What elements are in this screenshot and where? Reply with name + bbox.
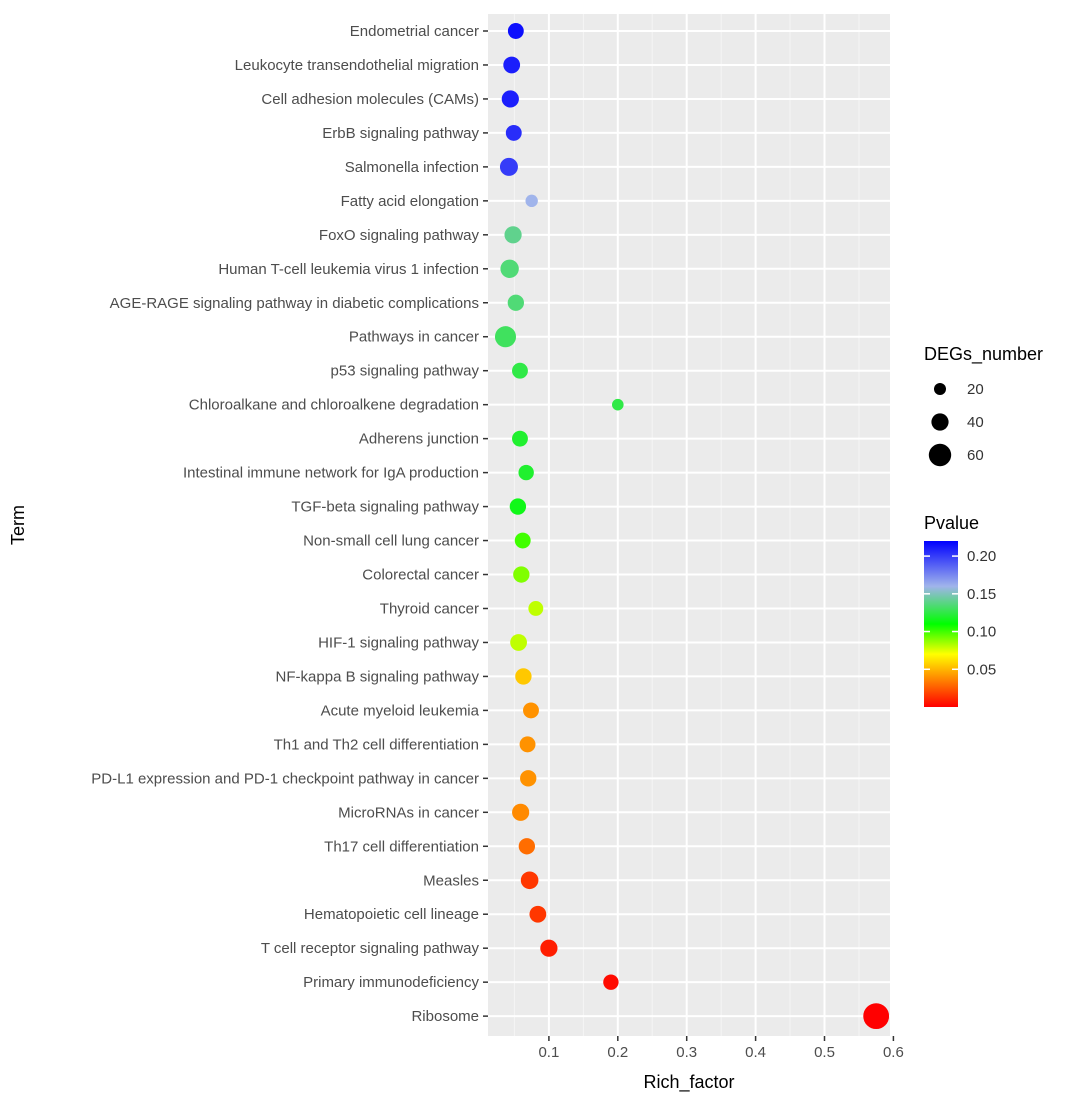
data-point xyxy=(518,838,536,855)
data-point xyxy=(499,157,518,176)
x-tick-label: 0.2 xyxy=(607,1044,628,1061)
data-point xyxy=(500,259,519,278)
data-point xyxy=(520,871,539,890)
data-point xyxy=(603,974,619,990)
y-tick-label: ErbB signaling pathway xyxy=(322,125,479,142)
y-tick-label: FoxO signaling pathway xyxy=(319,227,480,244)
y-axis: Endometrial cancer Leukocyte transendothe… xyxy=(91,23,488,1025)
y-tick-label: Adherens junction xyxy=(359,431,479,448)
size-legend-dot xyxy=(931,413,949,431)
x-axis: 0.1 0.2 0.3 0.4 0.5 0.6 xyxy=(538,1036,904,1061)
y-tick-label: T cell receptor signaling pathway xyxy=(261,940,480,957)
y-tick-label: HIF-1 signaling pathway xyxy=(318,634,479,651)
y-tick-label: Thyroid cancer xyxy=(380,600,479,617)
y-tick-label: Cell adhesion molecules (CAMs) xyxy=(261,91,479,108)
colorbar-tick-label: 0.05 xyxy=(967,661,996,678)
x-tick-label: 0.5 xyxy=(814,1044,835,1061)
data-point xyxy=(540,939,558,957)
data-point xyxy=(518,464,534,481)
y-tick-label: Th1 and Th2 cell differentiation xyxy=(274,736,479,753)
y-tick-label: Intestinal immune network for IgA produc… xyxy=(183,465,479,482)
colorbar-tick-label: 0.15 xyxy=(967,586,996,603)
data-point xyxy=(512,803,530,821)
size-legend-dot xyxy=(928,443,952,467)
x-axis-title: Rich_factor xyxy=(643,1072,734,1093)
y-axis-title: Term xyxy=(8,505,28,545)
y-tick-label: Hematopoietic cell lineage xyxy=(304,906,479,923)
size-legend-dot xyxy=(934,383,946,395)
size-legend-label: 40 xyxy=(967,414,984,431)
y-tick-label: AGE-RAGE signaling pathway in diabetic c… xyxy=(110,295,479,312)
y-tick-label: Colorectal cancer xyxy=(362,567,479,584)
color-legend-title: Pvalue xyxy=(924,513,979,533)
data-point xyxy=(507,23,524,39)
colorbar-tick-label: 0.20 xyxy=(967,548,996,565)
y-tick-label: MicroRNAs in cancer xyxy=(338,804,479,821)
data-point xyxy=(612,398,624,411)
y-tick-label: TGF-beta signaling pathway xyxy=(291,499,479,516)
colorbar-tick-label: 0.10 xyxy=(967,624,996,641)
data-point xyxy=(507,294,525,311)
data-point xyxy=(513,566,530,583)
data-point xyxy=(529,905,547,923)
grid-lines xyxy=(488,14,895,1036)
y-tick-label: Ribosome xyxy=(411,1008,479,1025)
size-legend-title: DEGs_number xyxy=(924,344,1043,365)
y-tick-label: Human T-cell leukemia virus 1 infection xyxy=(218,261,479,278)
x-tick-label: 0.3 xyxy=(676,1044,697,1061)
y-tick-label: NF-kappa B signaling pathway xyxy=(276,668,480,685)
data-point xyxy=(510,634,527,651)
color-legend: Pvalue 0.20 0.15 0.10 0.05 xyxy=(924,513,996,707)
data-point xyxy=(501,90,519,108)
x-tick-label: 0.6 xyxy=(883,1044,904,1061)
y-tick-label: p53 signaling pathway xyxy=(331,363,480,380)
y-tick-label: Endometrial cancer xyxy=(350,23,479,40)
y-tick-label: Fatty acid elongation xyxy=(341,193,479,210)
data-point xyxy=(512,362,528,379)
size-legend-label: 60 xyxy=(967,447,984,464)
y-tick-label: Th17 cell differentiation xyxy=(324,838,479,855)
data-point xyxy=(512,430,528,447)
data-point xyxy=(504,226,522,244)
y-tick-label: Chloroalkane and chloroalkene degradatio… xyxy=(189,397,479,414)
data-point xyxy=(519,736,536,753)
y-tick-label: Salmonella infection xyxy=(345,159,479,176)
x-tick-label: 0.4 xyxy=(745,1044,766,1061)
y-tick-label: Leukocyte transendothelial migration xyxy=(235,57,479,74)
data-point xyxy=(523,702,539,719)
data-point xyxy=(505,124,522,141)
data-point xyxy=(514,532,531,549)
data-point xyxy=(528,601,544,616)
y-tick-label: Acute myeloid leukemia xyxy=(321,702,480,719)
size-legend: DEGs_number 20 40 60 xyxy=(924,344,1043,467)
y-tick-label: Measles xyxy=(423,872,479,889)
data-point xyxy=(525,194,538,208)
plot-panel xyxy=(488,14,890,1036)
data-point xyxy=(863,1003,890,1030)
data-points xyxy=(494,23,890,1030)
y-tick-label: Primary immunodeficiency xyxy=(303,974,479,991)
y-tick-label: Non-small cell lung cancer xyxy=(303,533,479,550)
y-tick-label: PD-L1 expression and PD-1 checkpoint pat… xyxy=(91,770,479,787)
data-point xyxy=(494,326,517,348)
data-point xyxy=(515,668,532,685)
data-point xyxy=(503,56,521,74)
size-legend-label: 20 xyxy=(967,381,984,398)
pvalue-colorbar xyxy=(924,541,958,707)
y-tick-label: Pathways in cancer xyxy=(349,329,479,346)
x-tick-label: 0.1 xyxy=(538,1044,559,1061)
data-point xyxy=(520,770,537,787)
data-point xyxy=(509,498,527,515)
